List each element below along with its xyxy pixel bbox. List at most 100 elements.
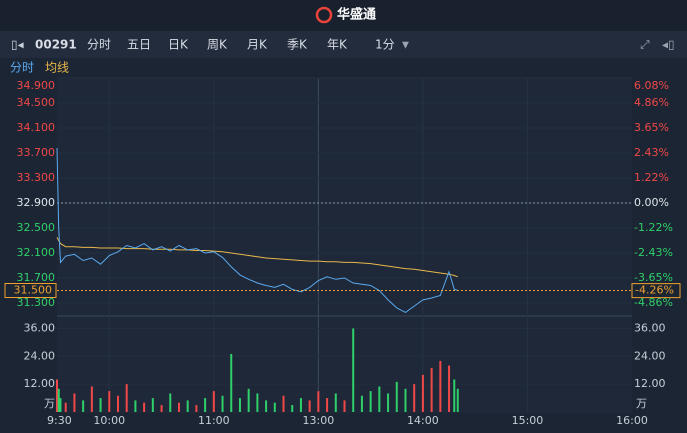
- volume-bar: [308, 400, 311, 412]
- last-change-label: -4.26%: [635, 284, 674, 297]
- y-tick-label: 33.300: [17, 171, 56, 184]
- volume-bar: [238, 398, 241, 412]
- x-tick-label: 14:00: [407, 414, 439, 427]
- collapse-icon[interactable]: ▯◂: [11, 38, 24, 52]
- tab[interactable]: 五日: [127, 38, 151, 52]
- volume-bar: [64, 402, 67, 412]
- x-tick-label: 9:30: [47, 414, 72, 427]
- legend-item: 分时: [10, 61, 34, 75]
- y-tick-label: 32.900: [17, 196, 56, 209]
- volume-bar: [334, 393, 337, 412]
- y2-tick-label: 4.86%: [634, 96, 669, 109]
- fullscreen-icon[interactable]: ⤢: [639, 38, 650, 52]
- volume-bar: [421, 374, 424, 412]
- x-tick-label: 11:00: [198, 414, 230, 427]
- x-tick-label: 13:00: [303, 414, 335, 427]
- volume-bar: [369, 391, 372, 412]
- y-tick-label: 32.100: [17, 246, 56, 259]
- last-price-box: [4, 283, 57, 298]
- volume-bar: [439, 360, 442, 412]
- volume-bar: [177, 402, 180, 412]
- volume-bar: [273, 402, 276, 412]
- tab[interactable]: 月K: [247, 38, 268, 52]
- volume-bar: [195, 405, 198, 412]
- volume-bar: [160, 405, 163, 412]
- volume-bar: [212, 391, 215, 412]
- volume-bar: [265, 400, 268, 412]
- tab[interactable]: 分时: [87, 38, 111, 52]
- volume-bar: [169, 393, 172, 412]
- y2-tick-label: -2.43%: [634, 246, 673, 259]
- y-tick-label: 31.700: [17, 271, 56, 284]
- expand-icon[interactable]: ◂▯: [662, 38, 675, 52]
- volume-bar: [116, 395, 119, 412]
- legend-item: 均线: [45, 61, 69, 75]
- volume-unit: 万: [44, 397, 55, 410]
- volume-bar: [230, 353, 233, 412]
- y2-tick-label: 6.08%: [634, 79, 669, 92]
- volume-bar: [404, 388, 407, 412]
- logo-icon: [315, 6, 333, 24]
- y2-tick-label: 0.00%: [634, 196, 669, 209]
- y2-tick-label: -3.65%: [634, 271, 673, 284]
- x-tick-label: 16:00: [616, 414, 648, 427]
- volume-bar: [413, 384, 416, 412]
- volume-bar: [143, 402, 146, 412]
- x-tick-label: 15:00: [512, 414, 544, 427]
- volume-tick-label: 24.00: [634, 349, 666, 362]
- y2-tick-label: 3.65%: [634, 121, 669, 134]
- volume-bar: [204, 398, 207, 412]
- volume-bar: [456, 388, 459, 412]
- volume-bar: [256, 393, 259, 412]
- volume-bar: [247, 388, 250, 412]
- tab[interactable]: 季K: [287, 38, 308, 52]
- volume-bar: [352, 328, 355, 412]
- volume-bar: [343, 400, 346, 412]
- volume-bar: [299, 398, 302, 412]
- dropdown-arrow[interactable]: ▼: [402, 41, 409, 51]
- last-change-box: [631, 283, 681, 299]
- volume-bar: [186, 400, 189, 412]
- average-line: [56, 237, 458, 278]
- volume-bar: [282, 395, 285, 412]
- volume-bar: [99, 398, 102, 412]
- volume-bar: [317, 391, 320, 412]
- volume-bar: [453, 379, 456, 412]
- volume-bar: [326, 398, 329, 412]
- volume-bar: [59, 398, 62, 412]
- volume-bar: [57, 388, 60, 412]
- volume-bar: [387, 393, 390, 412]
- volume-tick-label: 24.00: [24, 349, 56, 362]
- y2-tick-label: 2.43%: [634, 146, 669, 159]
- y-tick-label: 31.300: [17, 296, 56, 309]
- logo-text: 华盛通: [337, 7, 376, 23]
- header-bar: [0, 0, 687, 31]
- volume-tick-label: 36.00: [24, 321, 56, 334]
- volume-bar: [125, 384, 128, 412]
- volume-bar: [151, 398, 154, 412]
- price-line: [56, 147, 458, 313]
- volume-bar: [134, 400, 137, 412]
- last-price-label: 31.500: [14, 284, 53, 297]
- tab[interactable]: 周K: [207, 38, 228, 52]
- volume-bar: [221, 395, 224, 412]
- volume-bar: [395, 381, 398, 412]
- volume-bar: [73, 393, 76, 412]
- plot-area: [57, 78, 632, 413]
- period-select[interactable]: 1分: [375, 38, 395, 52]
- y-tick-label: 34.500: [17, 96, 56, 109]
- volume-bar: [360, 395, 363, 412]
- y-tick-label: 33.700: [17, 146, 56, 159]
- volume-bar: [90, 386, 93, 412]
- volume-bar: [108, 391, 111, 412]
- volume-bar: [56, 379, 58, 412]
- volume-unit: 万: [636, 397, 647, 410]
- volume-bar: [378, 386, 381, 412]
- y-tick-label: 34.100: [17, 121, 56, 134]
- y2-tick-label: -4.86%: [634, 296, 673, 309]
- tab[interactable]: 日K: [168, 38, 189, 52]
- volume-bar: [430, 367, 433, 412]
- tab[interactable]: 年K: [327, 38, 348, 52]
- volume-tick-label: 12.00: [24, 377, 56, 390]
